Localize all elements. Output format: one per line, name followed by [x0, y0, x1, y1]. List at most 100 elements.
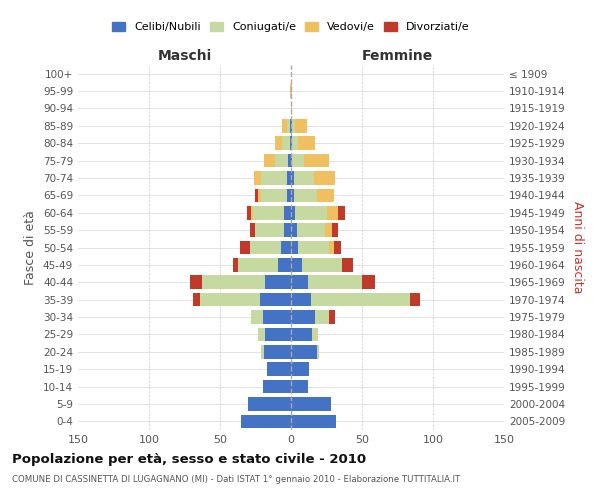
Bar: [291, 188, 294, 202]
Bar: [304, 154, 329, 168]
Bar: [291, 276, 308, 289]
Bar: [314, 171, 335, 185]
Bar: [291, 345, 317, 358]
Bar: [263, 380, 291, 394]
Bar: [254, 171, 261, 185]
Bar: [287, 171, 291, 185]
Bar: [250, 224, 256, 237]
Bar: [291, 84, 292, 98]
Bar: [267, 362, 291, 376]
Bar: [292, 119, 295, 132]
Bar: [264, 154, 275, 168]
Bar: [290, 84, 291, 98]
Bar: [334, 240, 341, 254]
Bar: [291, 119, 292, 132]
Bar: [298, 240, 329, 254]
Bar: [294, 171, 314, 185]
Bar: [291, 154, 292, 168]
Bar: [250, 240, 281, 254]
Bar: [291, 310, 315, 324]
Bar: [283, 136, 290, 150]
Bar: [292, 154, 304, 168]
Bar: [265, 276, 291, 289]
Bar: [325, 224, 332, 237]
Bar: [238, 258, 278, 272]
Text: Maschi: Maschi: [157, 50, 212, 64]
Bar: [264, 345, 291, 358]
Bar: [329, 310, 335, 324]
Bar: [291, 102, 292, 115]
Bar: [261, 171, 287, 185]
Bar: [294, 188, 317, 202]
Bar: [338, 206, 345, 220]
Bar: [233, 258, 238, 272]
Bar: [283, 119, 287, 132]
Bar: [261, 345, 264, 358]
Bar: [263, 310, 291, 324]
Bar: [295, 206, 326, 220]
Bar: [291, 328, 313, 341]
Bar: [193, 293, 200, 306]
Bar: [265, 328, 291, 341]
Bar: [291, 258, 302, 272]
Bar: [284, 224, 291, 237]
Bar: [256, 224, 284, 237]
Bar: [295, 119, 307, 132]
Bar: [317, 345, 319, 358]
Bar: [290, 136, 291, 150]
Bar: [311, 293, 410, 306]
Bar: [256, 188, 259, 202]
Bar: [261, 188, 287, 202]
Bar: [251, 310, 263, 324]
Bar: [260, 293, 291, 306]
Bar: [259, 188, 261, 202]
Bar: [291, 362, 310, 376]
Bar: [362, 276, 375, 289]
Bar: [410, 293, 420, 306]
Text: Femmine: Femmine: [362, 50, 433, 64]
Bar: [296, 224, 325, 237]
Bar: [292, 136, 298, 150]
Bar: [326, 206, 338, 220]
Bar: [284, 206, 291, 220]
Bar: [291, 171, 294, 185]
Bar: [291, 293, 311, 306]
Bar: [329, 240, 334, 254]
Bar: [302, 258, 342, 272]
Bar: [291, 380, 308, 394]
Y-axis label: Fasce di età: Fasce di età: [25, 210, 37, 285]
Bar: [200, 293, 260, 306]
Bar: [342, 258, 353, 272]
Bar: [248, 397, 291, 410]
Bar: [291, 224, 296, 237]
Bar: [291, 397, 331, 410]
Legend: Celibi/Nubili, Coniugati/e, Vedovi/e, Divorziati/e: Celibi/Nubili, Coniugati/e, Vedovi/e, Di…: [110, 20, 472, 34]
Bar: [315, 310, 329, 324]
Bar: [190, 276, 202, 289]
Bar: [291, 136, 292, 150]
Text: COMUNE DI CASSINETTA DI LUGAGNANO (MI) - Dati ISTAT 1° gennaio 2010 - Elaborazio: COMUNE DI CASSINETTA DI LUGAGNANO (MI) -…: [12, 475, 460, 484]
Bar: [247, 206, 251, 220]
Bar: [240, 240, 250, 254]
Bar: [291, 414, 337, 428]
Bar: [291, 206, 295, 220]
Bar: [317, 188, 334, 202]
Bar: [259, 328, 265, 341]
Bar: [287, 119, 290, 132]
Text: Popolazione per età, sesso e stato civile - 2010: Popolazione per età, sesso e stato civil…: [12, 452, 366, 466]
Bar: [278, 258, 291, 272]
Bar: [275, 154, 288, 168]
Bar: [251, 206, 253, 220]
Bar: [287, 188, 291, 202]
Bar: [313, 328, 318, 341]
Bar: [202, 276, 265, 289]
Bar: [298, 136, 315, 150]
Bar: [308, 276, 362, 289]
Bar: [281, 240, 291, 254]
Bar: [288, 154, 291, 168]
Bar: [275, 136, 283, 150]
Bar: [241, 414, 291, 428]
Bar: [332, 224, 338, 237]
Bar: [291, 240, 298, 254]
Bar: [253, 206, 284, 220]
